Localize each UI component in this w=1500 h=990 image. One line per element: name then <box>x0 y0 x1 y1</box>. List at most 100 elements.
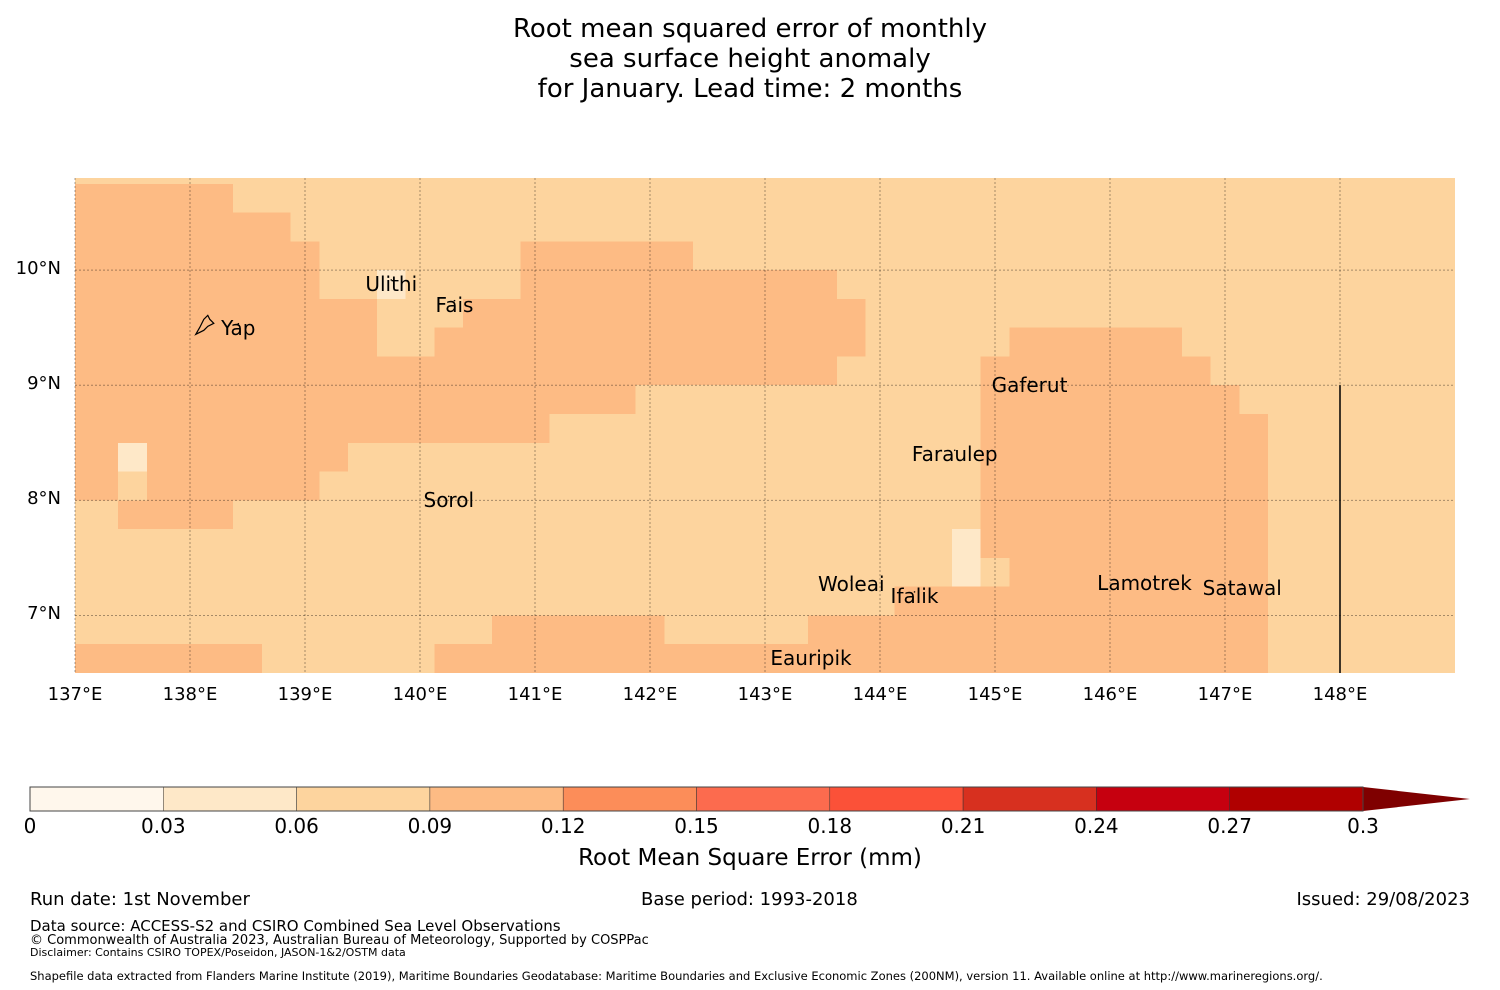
colorbar-tick-label: 0.15 <box>674 814 719 838</box>
rmse-cell <box>951 529 981 587</box>
title-line-3: for January. Lead time: 2 months <box>537 74 963 104</box>
lon-tick-label: 145°E <box>967 684 1023 705</box>
colorbar-tick-label: 0.21 <box>940 814 986 838</box>
colorbar-tick-label: 0.06 <box>274 814 319 838</box>
island-marker <box>1241 583 1244 585</box>
island-marker <box>1143 578 1146 581</box>
lon-tick-label: 144°E <box>852 684 908 705</box>
data-source: Data source: ACCESS-S2 and CSIRO Combine… <box>30 917 561 935</box>
rmse-cell <box>549 385 636 414</box>
lat-tick-label: 7°N <box>27 603 61 625</box>
lon-tick-label: 140°E <box>392 684 448 705</box>
colorbar-tick-label: 0.3 <box>1347 814 1379 838</box>
place-label-lamotrek: Lamotrek <box>1097 571 1192 596</box>
rmse-cell <box>491 615 665 673</box>
rmse-cell <box>118 442 147 472</box>
place-label-eauripik: Eauripik <box>770 646 852 671</box>
rmse-cell <box>1210 385 1240 673</box>
colorbar-segment <box>562 786 697 812</box>
disclaimer: Disclaimer: Contains CSIRO TOPEX/Poseido… <box>30 946 406 959</box>
colorbar-tick-label: 0.12 <box>540 814 586 838</box>
rmse-cell <box>75 183 234 328</box>
colorbar-segment <box>296 786 431 812</box>
rmse-cell <box>1009 586 1211 673</box>
island-marker <box>913 591 916 593</box>
colorbar-tick-label: 0.03 <box>141 814 186 838</box>
island-marker <box>1028 380 1031 383</box>
base-period: Base period: 1993-2018 <box>641 889 858 910</box>
lon-tick-label: 138°E <box>162 684 218 705</box>
lon-tick-label: 139°E <box>277 684 333 705</box>
island-marker <box>953 449 956 452</box>
copyright: © Commonwealth of Australia 2023, Austra… <box>30 933 649 948</box>
rmse-cell <box>75 644 262 673</box>
colorbar-segment <box>163 786 297 812</box>
rmse-cell <box>290 241 320 328</box>
lat-tick-label: 9°N <box>27 373 61 395</box>
place-label-sorol: Sorol <box>423 488 475 513</box>
run-date: Run date: 1st November <box>30 889 250 910</box>
rmse-cell <box>348 413 550 443</box>
place-label-faraulep: Faraulep <box>911 442 998 467</box>
rmse-cell <box>319 298 377 357</box>
rmse-cell <box>75 327 320 472</box>
colorbar-tick-label: 0 <box>23 814 37 838</box>
place-label-woleai: Woleai <box>817 572 885 597</box>
place-label-ifalik: Ifalik <box>890 583 939 608</box>
rmse-cell <box>118 413 147 443</box>
lon-tick-label: 142°E <box>622 684 678 705</box>
island-marker <box>390 279 393 281</box>
rmse-cell <box>1181 356 1211 616</box>
lon-tick-label: 137°E <box>47 684 103 705</box>
place-label-ulithi: Ulithi <box>365 271 418 296</box>
rmse-cell <box>836 298 866 357</box>
rmse-cell <box>1239 413 1269 673</box>
rmse-cell <box>118 500 234 530</box>
colorbar-segment <box>696 786 831 812</box>
rmse-cell <box>1009 327 1182 616</box>
island-marker <box>447 495 450 498</box>
island-marker <box>810 653 812 655</box>
issued-date: Issued: 29/08/2023 <box>1296 889 1470 910</box>
island-marker <box>453 299 456 302</box>
colorbar-segment <box>1229 786 1364 812</box>
colorbar-label: Root Mean Square Error (mm) <box>578 845 922 871</box>
island-marker <box>237 322 240 325</box>
rmse-cell <box>376 270 406 299</box>
lon-tick-label: 141°E <box>507 684 563 705</box>
colorbar-tick-label: 0.24 <box>1074 814 1119 838</box>
colorbar-segment <box>429 786 564 812</box>
rmse-cell <box>520 241 694 386</box>
rmse-cell <box>980 586 1010 673</box>
place-label-yap: Yap <box>221 315 256 340</box>
colorbar-tick-label: 0.27 <box>1207 814 1252 838</box>
lat-tick-label: 10°N <box>15 258 61 280</box>
shapefile-credit: Shapefile data extracted from Flanders M… <box>30 969 1323 983</box>
colorbar-segment <box>962 786 1097 812</box>
place-label-satawal: Satawal <box>1202 575 1282 600</box>
title-line-1: Root mean squared error of monthly <box>512 14 988 44</box>
rmse-cell <box>233 212 291 328</box>
lon-tick-label: 147°E <box>1197 684 1253 705</box>
rmse-cell <box>434 644 492 673</box>
rmse-cell <box>75 471 119 501</box>
colorbar-segment <box>1096 786 1230 812</box>
colorbar-segment <box>29 786 164 812</box>
rmse-cell <box>146 471 320 501</box>
colorbar-tick-label: 0.18 <box>807 814 853 838</box>
place-label-fais: Fais <box>435 292 474 317</box>
yap-island-outline <box>194 314 215 336</box>
chart-title: Root mean squared error of monthly sea s… <box>0 14 1500 104</box>
colorbar-extend-arrow <box>1363 787 1470 811</box>
colorbar-frame <box>29 786 1364 812</box>
rmse-cell <box>808 615 895 673</box>
lon-tick-label: 148°E <box>1312 684 1368 705</box>
colorbar-segment <box>829 786 964 812</box>
rmse-cell <box>894 586 981 673</box>
lat-tick-label: 8°N <box>27 488 61 510</box>
lon-tick-label: 146°E <box>1082 684 1138 705</box>
lon-tick-label: 143°E <box>737 684 793 705</box>
colorbar-tick-label: 0.09 <box>407 814 453 838</box>
rmse-cell <box>693 270 837 386</box>
